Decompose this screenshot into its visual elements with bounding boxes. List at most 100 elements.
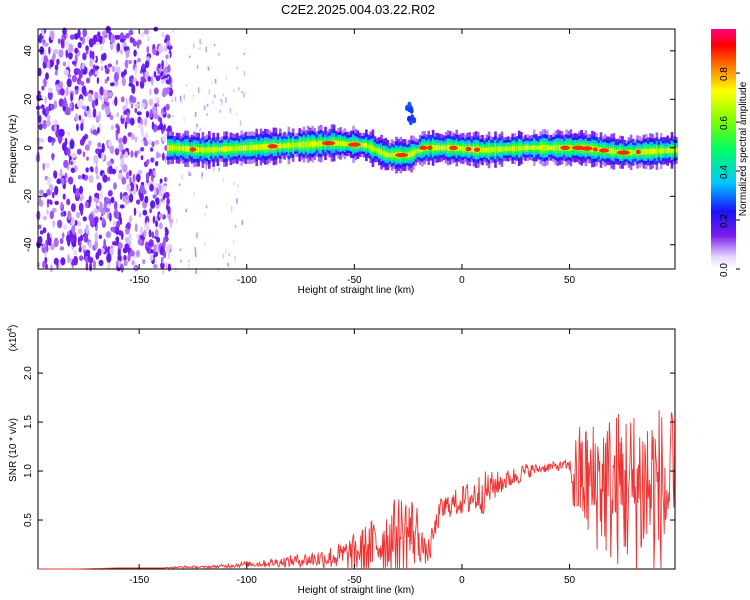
noise-speckle [146, 159, 150, 165]
band-cell [214, 147, 218, 152]
noise-speckle [164, 226, 168, 233]
band-cell [438, 145, 441, 151]
noise-speckle [154, 140, 160, 145]
band-cell [199, 147, 202, 152]
band-cell [373, 147, 377, 152]
noise-speckle [98, 259, 104, 267]
noise-speckle [79, 255, 84, 261]
noise-speckle [189, 55, 191, 58]
noise-speckle [88, 175, 94, 183]
noise-speckle [196, 64, 199, 70]
band-cell [554, 144, 558, 151]
noise-speckle [172, 29, 174, 33]
noise-speckle [53, 237, 59, 248]
noise-speckle [82, 245, 87, 250]
noise-speckle [165, 79, 171, 85]
band-cell [664, 148, 667, 153]
noise-speckle [53, 257, 59, 265]
noise-speckle [61, 232, 65, 239]
band-cell [296, 143, 299, 147]
band-cell [668, 148, 672, 153]
noise-speckle [97, 127, 100, 134]
noise-speckle [137, 57, 141, 63]
noise-speckle [140, 155, 144, 161]
band-cell [257, 145, 261, 150]
noise-speckle [101, 217, 105, 225]
band-cell [436, 145, 439, 151]
noise-speckle [48, 87, 53, 93]
noise-speckle [163, 250, 167, 259]
noise-speckle [125, 48, 130, 59]
noise-speckle [140, 31, 145, 37]
noise-speckle [74, 113, 79, 122]
band-cell [644, 148, 648, 155]
noise-speckle [58, 128, 64, 137]
noise-speckle [76, 123, 79, 132]
noise-speckle [56, 58, 60, 66]
noise-speckle [76, 211, 80, 219]
noise-speckle [119, 217, 123, 225]
noise-speckle [136, 149, 141, 154]
noise-speckle [160, 198, 164, 203]
noise-speckle [100, 65, 104, 72]
noise-speckle [163, 199, 165, 205]
noise-speckle [38, 114, 42, 124]
band-cell [345, 141, 349, 146]
noise-speckle [47, 237, 52, 246]
noise-speckle [122, 135, 128, 145]
band-cell [231, 146, 235, 152]
snr-x-ticks: -150 -100 -50 0 50 [129, 329, 576, 586]
noise-speckle [141, 99, 148, 104]
band-cell [552, 145, 555, 151]
band-cell [285, 143, 289, 148]
band-cell [289, 143, 293, 148]
noise-speckle [213, 166, 215, 173]
noise-speckle [199, 39, 201, 45]
noise-speckle [89, 50, 93, 59]
noise-speckle [45, 106, 50, 115]
noise-speckle [124, 121, 128, 130]
noise-speckle [194, 251, 197, 258]
noise-speckle [104, 101, 110, 107]
noise-speckle [96, 77, 100, 84]
band-cell [522, 146, 525, 150]
noise-speckle [145, 172, 150, 181]
noise-speckle [99, 216, 103, 221]
noise-speckle [68, 43, 74, 54]
noise-speckle [233, 182, 235, 185]
noise-speckle [149, 109, 153, 118]
noise-speckle [45, 72, 49, 80]
band-cell [281, 143, 284, 148]
band-cell [505, 147, 508, 151]
noise-speckle [104, 67, 110, 75]
noise-speckle [165, 262, 168, 269]
band-cell [629, 149, 633, 156]
noise-speckle [164, 87, 171, 94]
noise-speckle [100, 189, 104, 200]
noise-speckle [156, 236, 161, 243]
noise-speckle [98, 111, 101, 121]
band-cell [337, 140, 340, 146]
band-cell [513, 145, 517, 152]
band-hotspot [419, 145, 428, 150]
noise-speckle [89, 58, 94, 68]
noise-speckle [163, 66, 168, 76]
noise-speckle [220, 99, 222, 102]
noise-speckle [116, 124, 120, 135]
noise-speckle [60, 178, 65, 186]
noise-speckle [237, 184, 239, 188]
noise-speckle [166, 204, 169, 211]
band-cell [489, 147, 493, 153]
noise-speckle [200, 42, 203, 45]
band-cell [431, 144, 435, 151]
band-cell [541, 144, 545, 151]
noise-speckle [86, 156, 89, 161]
noise-speckle [165, 103, 170, 111]
noise-speckle [155, 197, 160, 206]
noise-speckle [93, 197, 99, 203]
noise-speckle [63, 69, 69, 76]
noise-speckle [48, 46, 51, 55]
band-cell [225, 146, 228, 152]
band-cell [227, 146, 230, 151]
noise-speckle [98, 234, 102, 239]
